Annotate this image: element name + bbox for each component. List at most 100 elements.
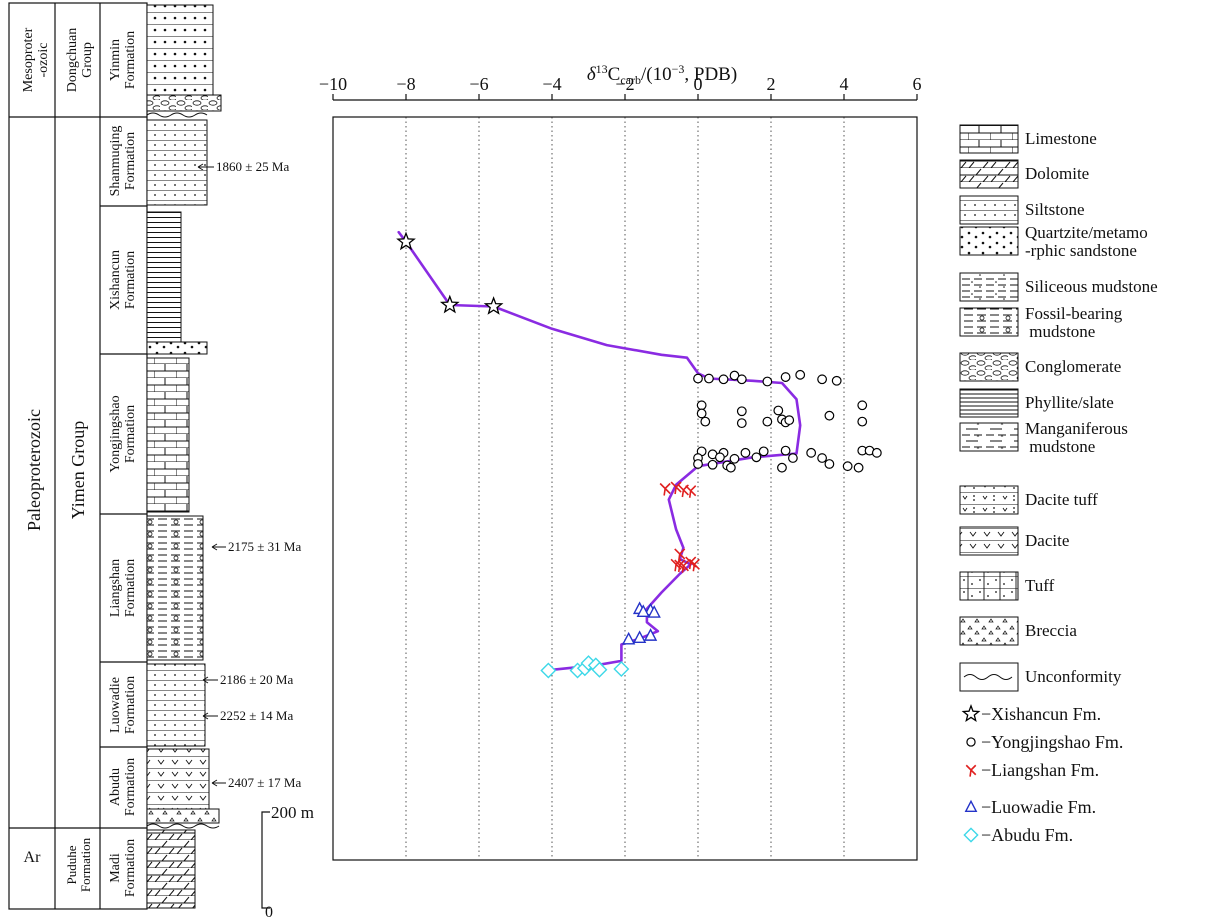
legend-item-siliceous: Siliceous mudstone: [959, 272, 1158, 302]
legend-item-conglomerate: Conglomerate: [959, 352, 1121, 382]
data-point: [777, 462, 787, 473]
legend-label: Tuff: [1025, 576, 1055, 595]
age-annotation: 2175 ± 31 Ma: [211, 539, 301, 554]
marker-circle: [871, 447, 882, 458]
marker-star: [439, 294, 460, 314]
litho-unconformity-top: [146, 112, 208, 118]
age-annotation: 2252 ± 14 Ma: [202, 708, 293, 723]
marker-circle: [696, 408, 707, 419]
legend-label: Quartzite/metamo: [1025, 223, 1148, 242]
series-triangle: [621, 601, 661, 645]
legend-symbol-star: −Xishancun Fm.: [961, 704, 1101, 724]
legend-label: Unconformity: [1025, 667, 1122, 686]
marker-circle: [857, 416, 868, 427]
legend-label: Limestone: [1025, 129, 1097, 148]
data-point: [674, 548, 686, 561]
legend-item-breccia: Breccia: [959, 616, 1077, 646]
trend-line: [397, 230, 802, 672]
data-point: [736, 406, 747, 417]
data-point: [817, 453, 827, 463]
legend-item-fossil: Fossil-bearing mudstone: [959, 304, 1123, 341]
marker-circle: [758, 446, 769, 457]
marker-triangle: [647, 605, 661, 618]
x-tick-label: 0: [694, 74, 703, 94]
legend-label: Dolomite: [1025, 164, 1089, 183]
legend-swatch: [959, 352, 1019, 382]
legend: Limestone Dolomite Siltstone Quartzite/meta…: [959, 124, 1158, 845]
legend-swatch: [959, 616, 1019, 646]
marker-cross: [965, 764, 977, 777]
data-point: [831, 375, 842, 386]
legend-swatch: [959, 662, 1019, 692]
marker-circle: [693, 373, 703, 384]
data-point: [857, 400, 868, 411]
data-point: [696, 400, 707, 411]
marker-circle: [736, 406, 747, 417]
data-point: [725, 462, 736, 473]
group-label-dongchuan: DongchuanGroup: [65, 28, 95, 93]
data-point: [632, 630, 647, 644]
data-point: [806, 447, 817, 458]
x-tick-label: −4: [542, 74, 561, 94]
marker-circle: [693, 459, 703, 469]
data-point: [736, 418, 747, 429]
marker-circle: [777, 462, 787, 473]
data-point: [704, 373, 714, 384]
litho-abudu: [146, 748, 210, 810]
marker-circle: [817, 453, 827, 463]
data-point: [740, 447, 751, 458]
legend-symbol-label: −Luowadie Fm.: [981, 797, 1096, 817]
x-tick-label: 6: [913, 74, 922, 94]
data-point: [613, 661, 630, 678]
legend-swatch: [959, 485, 1019, 515]
marker-circle: [762, 416, 773, 427]
marker-cross: [670, 481, 682, 495]
x-tick-label: 2: [767, 74, 776, 94]
marker-triangle: [643, 628, 658, 641]
legend-symbol-triangle: −Luowadie Fm.: [964, 797, 1096, 817]
data-point: [780, 372, 791, 382]
data-point: [707, 459, 718, 470]
marker-triangle: [636, 604, 650, 618]
marker-circle: [729, 453, 740, 464]
data-point: [853, 462, 864, 473]
legend-item-phyllite: Phyllite/slate: [959, 388, 1114, 418]
litho-abudu-breccia: [146, 808, 220, 824]
marker-circle: [725, 462, 736, 473]
data-point: [758, 446, 769, 457]
marker-circle: [780, 445, 791, 456]
legend-label: mudstone: [1025, 437, 1095, 456]
data-point: [693, 373, 703, 384]
legend-symbol-label: −Liangshan Fm.: [981, 760, 1099, 780]
legend-label: Siliceous mudstone: [1025, 277, 1158, 296]
data-point: [540, 662, 557, 679]
marker-circle: [788, 453, 798, 463]
legend-item-dolomite: Dolomite: [959, 159, 1089, 189]
data-point: [795, 369, 806, 380]
legend-label: Dacite tuff: [1025, 490, 1098, 509]
era-label-paleoproterozoic: Paleoproterozoic: [24, 409, 44, 531]
legend-symbol-cross: −Liangshan Fm.: [965, 760, 1099, 780]
legend-label: Dacite: [1025, 531, 1069, 550]
data-point: [685, 485, 697, 498]
legend-item-unconformity: Unconformity: [959, 662, 1122, 692]
x-tick-label: −6: [469, 74, 488, 94]
data-point: [762, 376, 773, 387]
x-tick-label: −10: [319, 74, 347, 94]
marker-star: [396, 231, 416, 251]
legend-label: Manganiferous: [1025, 419, 1128, 438]
data-point: [693, 459, 703, 469]
formation-label-shanmuqing: ShanmuqingFormation: [108, 126, 138, 197]
marker-circle: [795, 369, 806, 380]
marker-circle: [762, 376, 773, 387]
legend-label: Conglomerate: [1025, 357, 1121, 376]
formation-label-madi: MadiFormation: [108, 839, 138, 897]
marker-circle: [740, 447, 751, 458]
legend-item-quartzite: Quartzite/metamo-rphic sandstone: [959, 223, 1148, 260]
formation-label-yongjingshao: YongjingshaoFormation: [108, 395, 138, 472]
legend-swatch: [959, 272, 1019, 302]
marker-circle: [806, 447, 817, 458]
group-label-puduhe: PuduheFormation: [64, 837, 93, 892]
age-annotation: 2186 ± 20 Ma: [202, 672, 293, 687]
stratigraphic-column: Mesoproter-ozoic Paleoproterozoic Ar Don…: [8, 2, 314, 921]
